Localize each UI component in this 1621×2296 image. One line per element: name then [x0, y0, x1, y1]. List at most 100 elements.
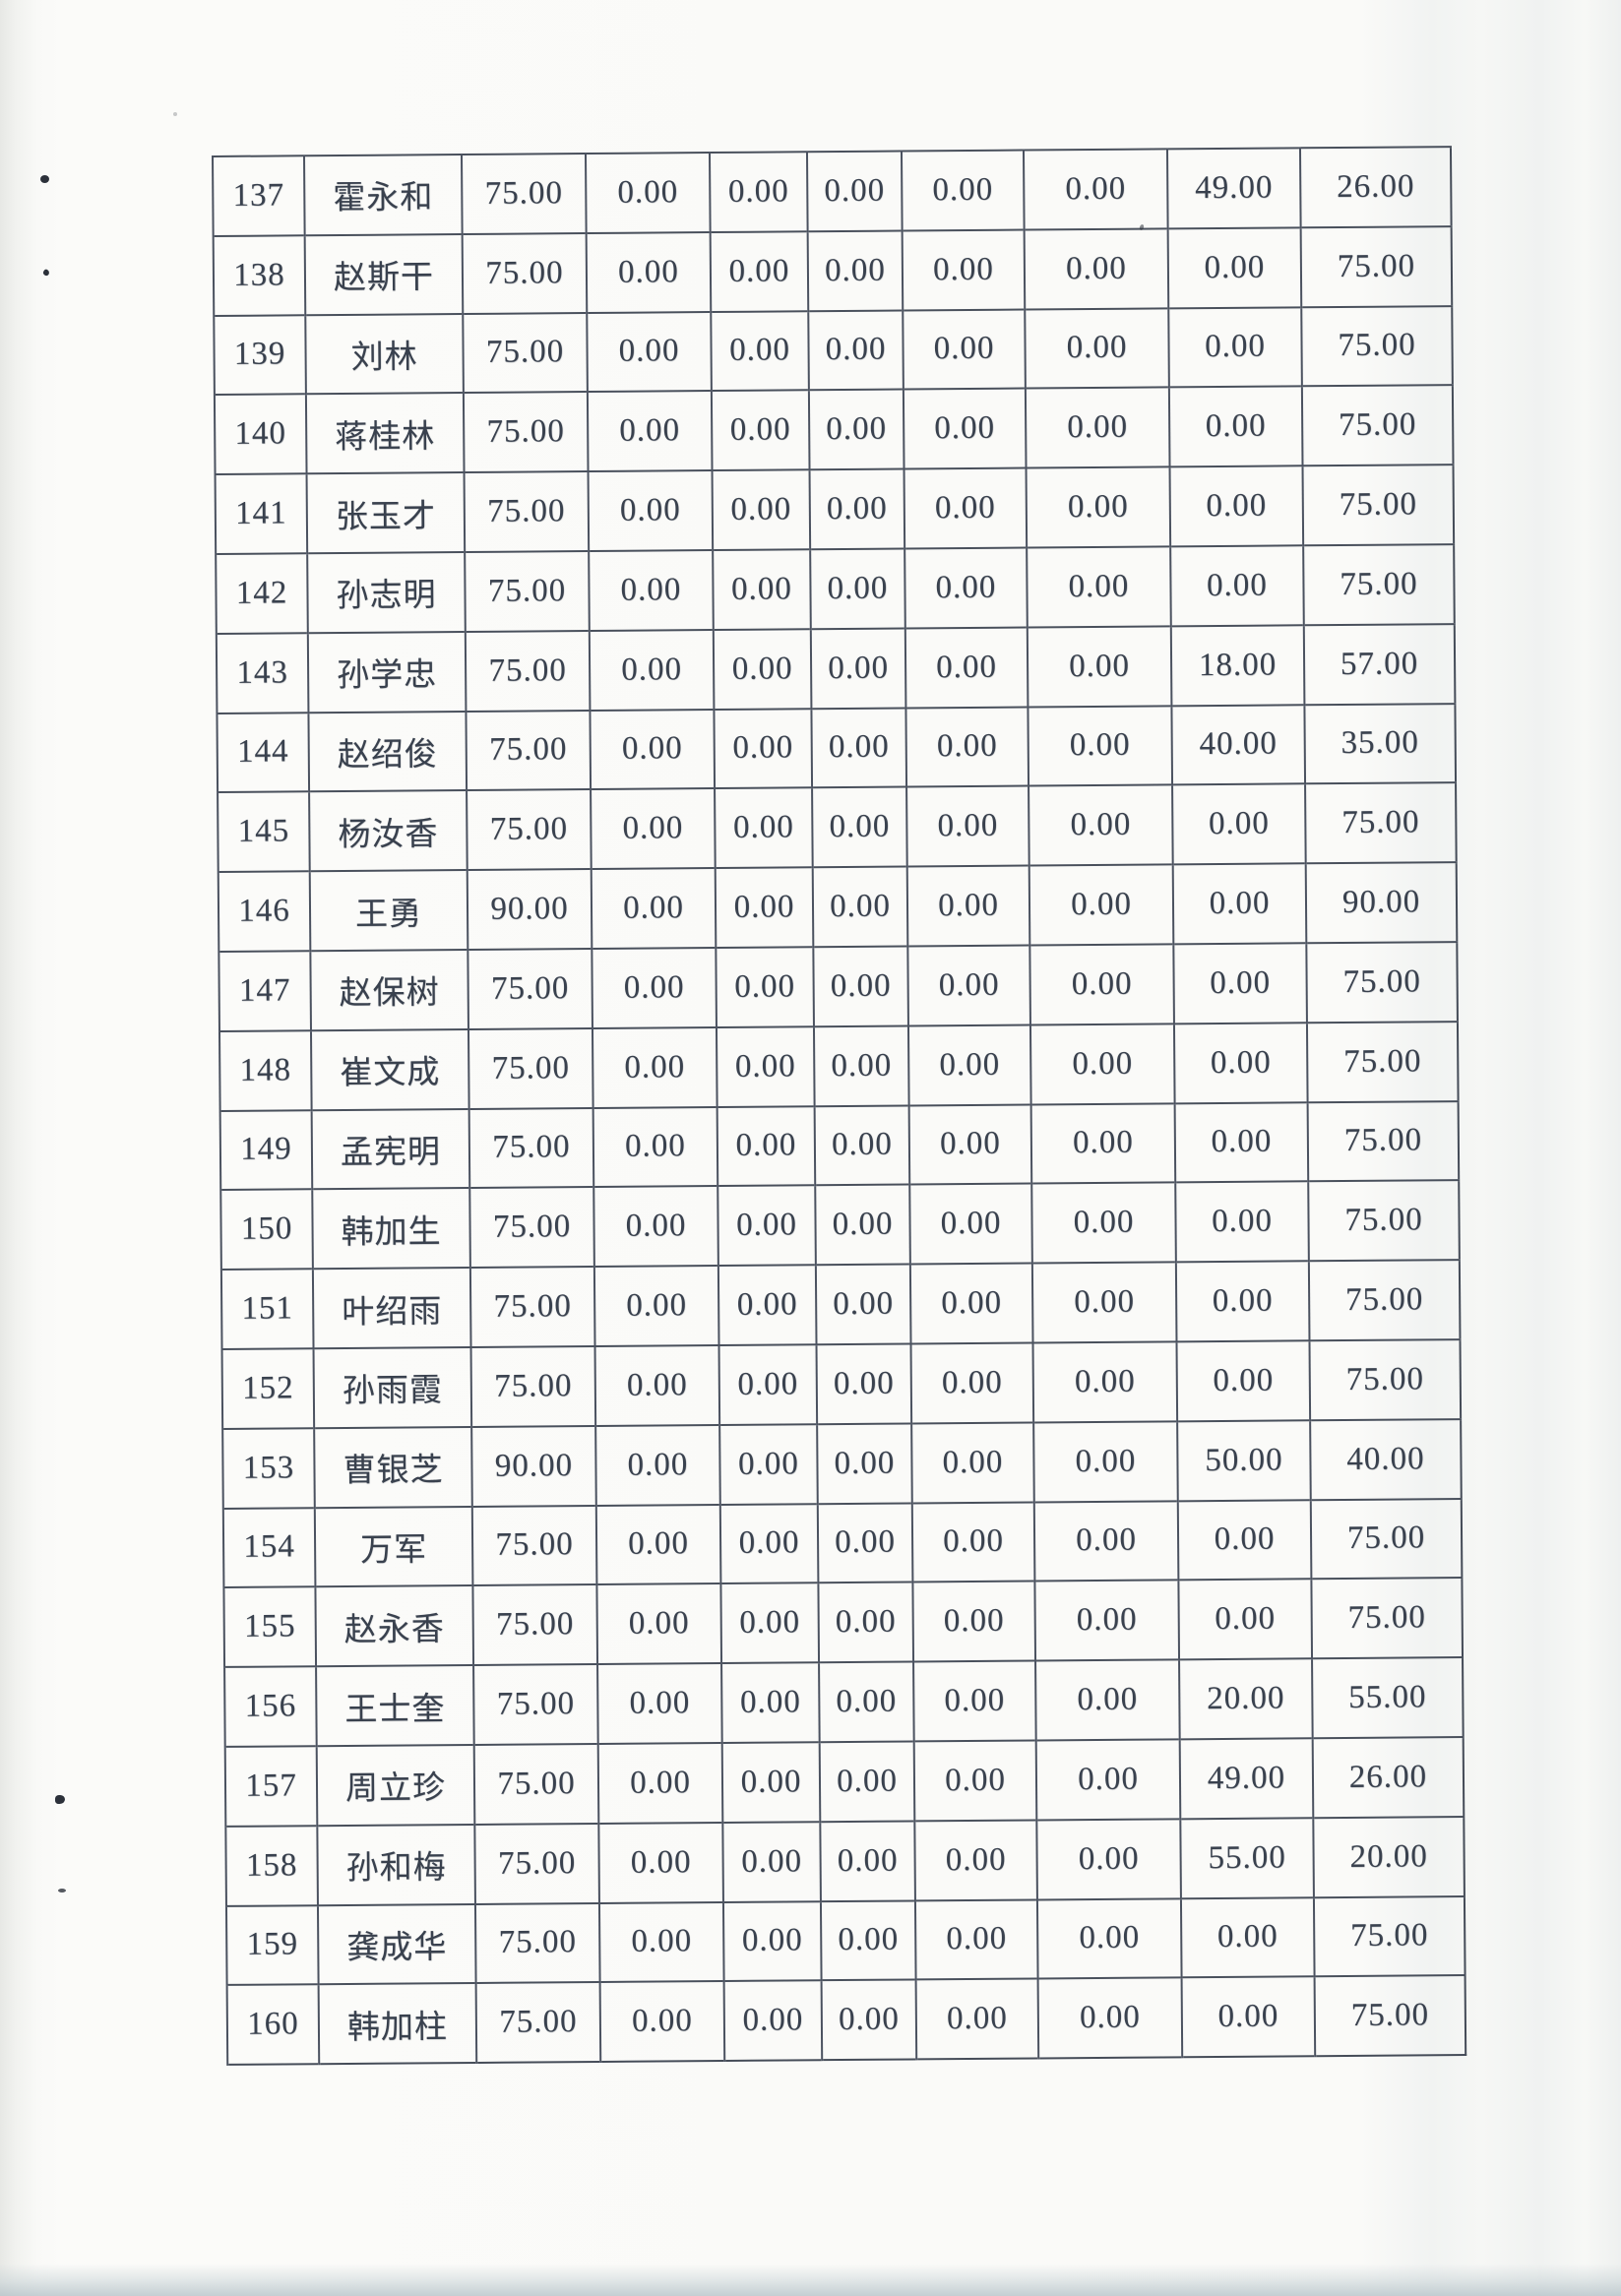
value-cell: 0.00	[912, 1581, 1036, 1662]
value-cell: 0.00	[723, 1980, 823, 2062]
table-row: 147 赵保树 75.00 0.00 0.00 0.00 0.00 0.00 0.00 75.00	[218, 942, 1458, 1031]
value-cell: 0.00	[1035, 1659, 1180, 1741]
table-row: 148 崔文成 75.00 0.00 0.00 0.00 0.00 0.00 0.00 75.00	[218, 1021, 1459, 1111]
value-cell: 75.00	[1303, 544, 1455, 626]
row-number-cell: 151	[220, 1269, 314, 1349]
scan-speck	[55, 1795, 65, 1804]
value-cell: 0.00	[1178, 1579, 1313, 1660]
value-cell: 75.00	[1313, 1895, 1465, 1977]
value-cell: 0.00	[713, 549, 811, 630]
table-row: 144 赵绍俊 75.00 0.00 0.00 0.00 0.00 0.00 40.00 35.0…	[217, 703, 1457, 793]
value-cell: 0.00	[808, 389, 904, 470]
value-cell: 0.00	[1175, 1181, 1309, 1263]
value-cell: 75.00	[1311, 1578, 1464, 1659]
table-row: 145 杨汝香 75.00 0.00 0.00 0.00 0.00 0.00 0.00 75.00	[218, 782, 1457, 873]
value-cell: 49.00	[1179, 1738, 1314, 1820]
value-cell: 26.00	[1299, 147, 1452, 228]
value-cell: 75.00	[467, 789, 592, 871]
value-cell: 75.00	[462, 154, 587, 234]
value-cell: 0.00	[1026, 466, 1171, 548]
value-cell: 75.00	[475, 1982, 601, 2064]
value-cell: 0.00	[808, 310, 904, 391]
value-cell: 90.00	[1305, 862, 1458, 944]
value-cell: 0.00	[1177, 1499, 1312, 1581]
person-name-cell: 韩加生	[312, 1188, 470, 1270]
value-cell: 0.00	[1029, 784, 1173, 866]
value-cell: 75.00	[1310, 1498, 1463, 1580]
person-name-cell: 孟宪明	[311, 1108, 470, 1190]
scan-speck	[173, 112, 177, 116]
value-cell: 0.00	[721, 1662, 820, 1743]
table-row: 159 龚成华 75.00 0.00 0.00 0.00 0.00 0.00 0.00 75.00	[225, 1895, 1465, 1986]
scan-speck	[58, 1889, 66, 1893]
value-cell: 55.00	[1180, 1817, 1314, 1898]
row-number-cell: 150	[220, 1189, 313, 1271]
value-cell: 75.00	[472, 1584, 598, 1666]
table-row: 140 蒋桂林 75.00 0.00 0.00 0.00 0.00 0.00 0.00 75.00	[214, 385, 1454, 475]
value-cell: 0.00	[709, 152, 808, 232]
value-cell: 75.00	[466, 710, 592, 791]
value-cell: 90.00	[467, 869, 592, 950]
row-number-cell: 154	[222, 1507, 316, 1588]
table-row: 157 周立珍 75.00 0.00 0.00 0.00 0.00 0.00 49.00 26.0…	[224, 1736, 1465, 1827]
value-cell: 49.00	[1166, 148, 1301, 229]
person-name-cell: 赵保树	[310, 949, 468, 1030]
value-cell: 0.00	[592, 947, 717, 1028]
value-cell: 0.00	[587, 311, 712, 393]
person-name-cell: 王士奎	[316, 1665, 474, 1747]
value-cell: 0.00	[586, 231, 712, 313]
person-name-cell: 曹银芝	[314, 1426, 472, 1508]
scan-speck	[40, 175, 49, 183]
table-row: 153 曹银芝 90.00 0.00 0.00 0.00 0.00 0.00 50.00 40.0…	[222, 1418, 1462, 1509]
person-name-cell: 周立珍	[316, 1744, 475, 1826]
table-row: 158 孙和梅 75.00 0.00 0.00 0.00 0.00 0.00 55.00 20.0…	[225, 1816, 1465, 1906]
row-number-cell: 139	[214, 314, 306, 396]
value-cell: 0.00	[1031, 1182, 1176, 1264]
value-cell: 0.00	[597, 1663, 722, 1744]
value-cell: 75.00	[470, 1345, 596, 1427]
value-cell: 57.00	[1303, 623, 1456, 705]
value-cell: 0.00	[590, 709, 716, 790]
value-cell: 0.00	[599, 1981, 725, 2063]
value-cell: 0.00	[1168, 306, 1302, 388]
value-cell: 0.00	[597, 1742, 723, 1824]
value-cell: 0.00	[906, 785, 1029, 867]
value-cell: 0.00	[909, 1263, 1033, 1344]
value-cell: 75.00	[473, 1743, 599, 1825]
value-cell: 75.00	[473, 1664, 598, 1745]
value-cell: 0.00	[911, 1422, 1034, 1503]
row-number-cell: 148	[218, 1029, 312, 1111]
person-name-cell: 蒋桂林	[305, 393, 465, 474]
value-cell: 75.00	[468, 1107, 594, 1189]
value-cell: 0.00	[1037, 1977, 1183, 2059]
table-row: 142 孙志明 75.00 0.00 0.00 0.00 0.00 0.00 0.00 75.00	[216, 544, 1455, 634]
value-cell: 0.00	[904, 627, 1029, 709]
value-cell: 0.00	[720, 1582, 820, 1664]
value-cell: 0.00	[817, 1423, 912, 1504]
person-name-cell: 叶绍雨	[312, 1268, 471, 1349]
value-cell: 0.00	[1029, 864, 1174, 946]
value-cell: 0.00	[903, 388, 1027, 469]
value-cell: 0.00	[819, 1661, 914, 1743]
value-cell: 0.00	[1176, 1340, 1311, 1422]
value-cell: 0.00	[1181, 1976, 1316, 2058]
person-name-cell: 刘林	[305, 313, 464, 395]
value-cell: 0.00	[811, 708, 907, 788]
value-cell: 0.00	[591, 788, 716, 870]
person-name-cell: 王勇	[309, 870, 468, 952]
value-cell: 75.00	[462, 232, 588, 314]
value-cell: 75.00	[469, 1267, 595, 1347]
person-name-cell: 韩加柱	[318, 1983, 477, 2065]
value-cell: 0.00	[1031, 1262, 1177, 1343]
value-cell: 0.00	[589, 629, 715, 711]
value-cell: 75.00	[468, 948, 592, 1029]
value-cell: 0.00	[1174, 1101, 1309, 1183]
value-cell: 0.00	[1180, 1896, 1315, 1978]
value-cell: 75.00	[469, 1187, 594, 1269]
person-name-cell: 孙学忠	[307, 631, 467, 713]
row-number-cell: 147	[218, 951, 311, 1031]
value-cell: 20.00	[1179, 1658, 1313, 1740]
value-cell: 0.00	[716, 947, 814, 1027]
value-cell: 0.00	[904, 547, 1028, 629]
